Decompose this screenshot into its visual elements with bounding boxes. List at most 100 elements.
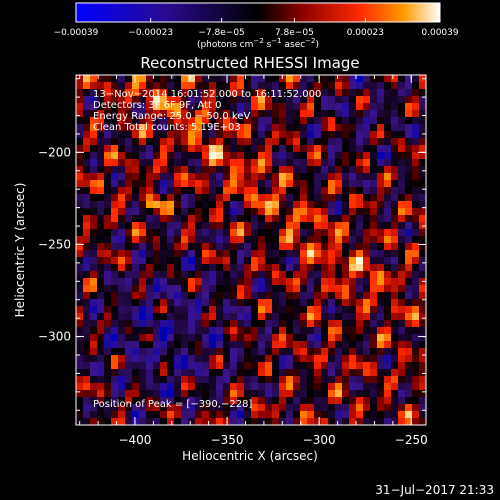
heatmap-cell — [104, 369, 112, 377]
heatmap-cell — [174, 229, 182, 237]
heatmap-cell — [356, 292, 364, 300]
heatmap-cell — [244, 75, 252, 83]
heatmap-cell — [244, 418, 252, 426]
heatmap-cell — [237, 117, 245, 125]
heatmap-cell — [216, 362, 224, 370]
heatmap-cell — [391, 383, 399, 391]
heatmap-cell — [181, 264, 189, 272]
heatmap-cell — [209, 131, 217, 139]
heatmap-cell — [216, 236, 224, 244]
heatmap-cell — [195, 131, 203, 139]
heatmap-cell — [377, 320, 385, 328]
heatmap-cell — [370, 194, 378, 202]
heatmap-cell — [83, 355, 91, 363]
heatmap-cell — [328, 243, 336, 251]
heatmap-cell — [342, 166, 350, 174]
heatmap-cell — [265, 131, 273, 139]
heatmap-cell — [174, 201, 182, 209]
heatmap-cell — [258, 355, 266, 363]
heatmap-cell — [209, 103, 217, 111]
heatmap-cell — [153, 194, 161, 202]
heatmap-cell — [258, 313, 266, 321]
heatmap-cell — [328, 222, 336, 230]
heatmap-cell — [174, 264, 182, 272]
heatmap-cell — [251, 341, 259, 349]
heatmap-cell — [125, 82, 133, 90]
heatmap-cell — [244, 341, 252, 349]
heatmap-cell — [76, 292, 84, 300]
heatmap-cell — [76, 215, 84, 223]
heatmap-cell — [370, 117, 378, 125]
heatmap-cell — [160, 194, 168, 202]
heatmap-cell — [363, 180, 371, 188]
heatmap-cell — [153, 376, 161, 384]
heatmap-cell — [405, 194, 413, 202]
heatmap-cell — [412, 152, 420, 160]
heatmap-cell — [216, 355, 224, 363]
heatmap-cell — [174, 194, 182, 202]
heatmap-cell — [195, 96, 203, 104]
heatmap-cell — [153, 355, 161, 363]
heatmap-cell — [167, 418, 175, 426]
heatmap-cell — [258, 173, 266, 181]
heatmap-cell — [419, 180, 427, 188]
heatmap-cell — [230, 257, 238, 265]
heatmap-cell — [279, 250, 287, 258]
heatmap-cell — [195, 152, 203, 160]
heatmap-cell — [139, 103, 147, 111]
heatmap-cell — [356, 362, 364, 370]
heatmap-cell — [328, 390, 336, 398]
heatmap-cell — [125, 194, 133, 202]
heatmap-cell — [181, 117, 189, 125]
heatmap-cell — [286, 166, 294, 174]
heatmap-cell — [321, 320, 329, 328]
heatmap-cell — [244, 271, 252, 279]
heatmap-cell — [328, 327, 336, 335]
heatmap-cell — [195, 159, 203, 167]
heatmap-cell — [314, 222, 322, 230]
heatmap-cell — [335, 376, 343, 384]
heatmap-cell — [160, 159, 168, 167]
heatmap-cell — [237, 334, 245, 342]
heatmap-cell — [377, 376, 385, 384]
heatmap-cell — [202, 180, 210, 188]
heatmap-cell — [251, 145, 259, 153]
heatmap-cell — [132, 201, 140, 209]
heatmap-cell — [272, 201, 280, 209]
heatmap-cell — [118, 306, 126, 314]
heatmap-cell — [244, 313, 252, 321]
heatmap-cell — [97, 103, 105, 111]
heatmap-cell — [363, 208, 371, 216]
heatmap-cell — [258, 194, 266, 202]
heatmap-cell — [216, 334, 224, 342]
heatmap-cell — [160, 215, 168, 223]
heatmap-cell — [216, 229, 224, 237]
heatmap-cell — [167, 376, 175, 384]
heatmap-cell — [405, 397, 413, 405]
heatmap-cell — [90, 355, 98, 363]
heatmap-cell — [251, 194, 259, 202]
heatmap-cell — [300, 96, 308, 104]
heatmap-cell — [167, 404, 175, 412]
heatmap-cell — [188, 271, 196, 279]
heatmap-cell — [167, 411, 175, 419]
heatmap-cell — [90, 96, 98, 104]
heatmap-cell — [265, 117, 273, 125]
heatmap-cell — [216, 180, 224, 188]
heatmap-cell — [412, 124, 420, 132]
heatmap-cell — [356, 390, 364, 398]
heatmap-cell — [419, 369, 427, 377]
heatmap-cell — [384, 285, 392, 293]
heatmap-cell — [391, 355, 399, 363]
heatmap-cell — [363, 82, 371, 90]
heatmap-cell — [307, 390, 315, 398]
heatmap-cell — [412, 82, 420, 90]
heatmap-cell — [307, 271, 315, 279]
heatmap-cell — [412, 327, 420, 335]
heatmap-cell — [216, 250, 224, 258]
heatmap-cell — [104, 411, 112, 419]
heatmap-cell — [328, 194, 336, 202]
heatmap-cell — [230, 243, 238, 251]
heatmap-cell — [160, 173, 168, 181]
heatmap-cell — [412, 159, 420, 167]
